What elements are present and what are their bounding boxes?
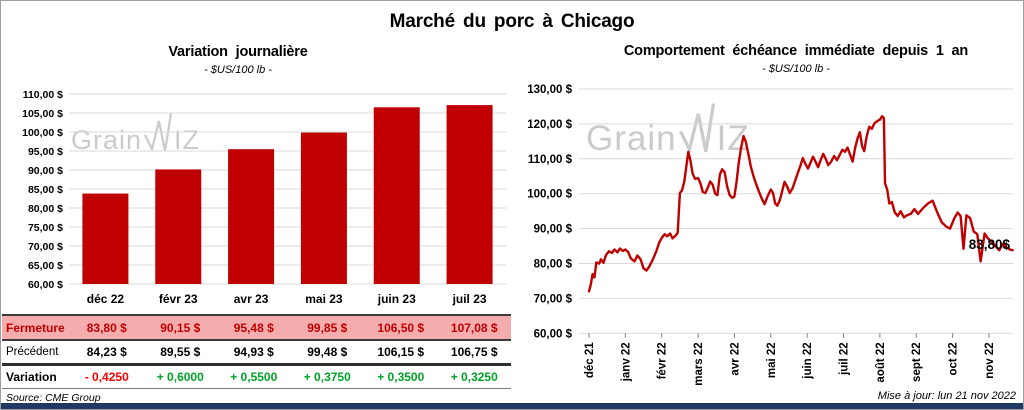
table-cell: + 0,3750	[303, 370, 351, 384]
svg-text:déc 22: déc 22	[87, 292, 125, 306]
svg-text:83,80$: 83,80$	[969, 237, 1011, 252]
svg-text:févr 22: févr 22	[657, 342, 669, 379]
table-cell: 107,08 $	[450, 320, 498, 335]
table-cell: + 0,3250	[450, 370, 498, 384]
table-row-variation: Variation - 0,4250 + 0,6000 + 0,5500 + 0…	[2, 366, 511, 389]
svg-text:juin 22: juin 22	[802, 342, 814, 379]
svg-text:août 22: août 22	[875, 342, 887, 382]
svg-text:110,00 $: 110,00 $	[23, 89, 63, 101]
svg-text:janv 22: janv 22	[620, 342, 632, 382]
svg-text:oct 22: oct 22	[948, 342, 960, 375]
svg-text:70,00 $: 70,00 $	[28, 241, 63, 253]
page-title: Marché du porc à Chicago	[389, 11, 635, 32]
bar-chart-subtitle: - $US/100 lb -	[204, 64, 272, 76]
table-cell: 106,15 $	[377, 345, 425, 359]
bottom-bar	[1, 403, 1023, 409]
watermark-text-suffix: IZ	[174, 125, 201, 155]
svg-text:65,00 $: 65,00 $	[28, 260, 63, 272]
table-cell: + 0,5500	[230, 370, 278, 384]
table-cell: 90,15 $	[160, 320, 201, 335]
row-label: Précédent	[6, 346, 59, 358]
svg-text:80,00 $: 80,00 $	[28, 203, 63, 215]
svg-text:mai 23: mai 23	[305, 292, 343, 306]
svg-text:85,00 $: 85,00 $	[28, 184, 63, 196]
svg-text:120,00 $: 120,00 $	[527, 119, 572, 131]
table-cell: 106,75 $	[450, 345, 498, 359]
bar-chart-title: Variation journalière	[168, 44, 308, 60]
table-cell: + 0,6000	[156, 370, 204, 384]
row-label: Fermeture	[6, 320, 65, 335]
table-cell: 95,48 $	[233, 320, 274, 335]
table-cell: + 0,3500	[377, 370, 425, 384]
table-cell: 83,80 $	[86, 320, 127, 335]
svg-text:100,00 $: 100,00 $	[22, 127, 63, 139]
daily-variation-bar-chart: 60,00 $ 65,00 $ 70,00 $ 75,00 $ 80,00 $ 85,00…	[22, 89, 506, 306]
svg-text:juil 23: juil 23	[452, 292, 487, 306]
svg-text:mai 22: mai 22	[766, 342, 778, 378]
table-cell: 84,23 $	[86, 345, 127, 359]
svg-text:95,00 $: 95,00 $	[28, 146, 63, 158]
svg-text:90,00 $: 90,00 $	[28, 165, 63, 177]
svg-text:avr 22: avr 22	[729, 342, 741, 375]
svg-text:juin 23: juin 23	[377, 292, 416, 306]
svg-text:juil 22: juil 22	[839, 342, 851, 376]
svg-text:nov 22: nov 22	[984, 342, 996, 378]
svg-text:75,00 $: 75,00 $	[28, 222, 63, 234]
svg-text:déc 21: déc 21	[584, 342, 596, 378]
svg-text:avr 23: avr 23	[234, 292, 269, 306]
watermark-zigzag-icon	[144, 112, 173, 153]
table-cell: 94,93 $	[233, 345, 274, 359]
svg-text:sept 22: sept 22	[911, 342, 923, 382]
table-cell: 89,55 $	[160, 345, 201, 359]
table-cell: - 0,4250	[84, 370, 129, 384]
svg-text:105,00 $: 105,00 $	[22, 108, 63, 120]
svg-text:90,00 $: 90,00 $	[534, 224, 573, 236]
table-cell: 99,48 $	[307, 345, 348, 359]
svg-text:60,00 $: 60,00 $	[28, 279, 63, 291]
one-year-front-month-line-chart: 60,00 $ 70,00 $ 80,00 $ 90,00 $ 100,00 $ 110,…	[527, 84, 1014, 386]
svg-text:70,00 $: 70,00 $	[534, 293, 573, 305]
grainwiz-watermark: Grain IZ	[71, 111, 200, 154]
table-cell: 106,50 $	[377, 320, 425, 335]
table-cell: 99,85 $	[307, 320, 348, 335]
svg-text:100,00 $: 100,00 $	[527, 189, 572, 201]
svg-text:févr 23: févr 23	[159, 292, 198, 306]
price-table: Fermeture 83,80 $ 90,15 $ 95,48 $ 99,85 …	[2, 314, 511, 389]
svg-text:80,00 $: 80,00 $	[534, 259, 573, 271]
watermark-zigzag-icon	[678, 103, 715, 154]
watermark-text-prefix: Grain	[71, 125, 143, 155]
svg-text:130,00 $: 130,00 $	[527, 84, 572, 96]
table-row-fermeture: Fermeture 83,80 $ 90,15 $ 95,48 $ 99,85 …	[2, 314, 511, 341]
source-note: Source: CME Group	[6, 392, 101, 404]
svg-text:mars 22: mars 22	[693, 342, 705, 385]
row-label: Variation	[6, 370, 57, 384]
line-chart-title: Comportement échéance immédiate depuis 1…	[623, 43, 969, 59]
watermark-text-prefix: Grain	[586, 119, 677, 158]
update-note: Mise à jour: lun 21 nov 2022	[877, 390, 1016, 402]
table-row-precedent: Précédent 84,23 $ 89,55 $ 94,93 $ 99,48 …	[2, 341, 511, 366]
svg-text:110,00 $: 110,00 $	[528, 154, 573, 166]
line-chart-subtitle: - $US/100 lb -	[762, 63, 830, 75]
svg-text:60,00 $: 60,00 $	[534, 328, 573, 340]
